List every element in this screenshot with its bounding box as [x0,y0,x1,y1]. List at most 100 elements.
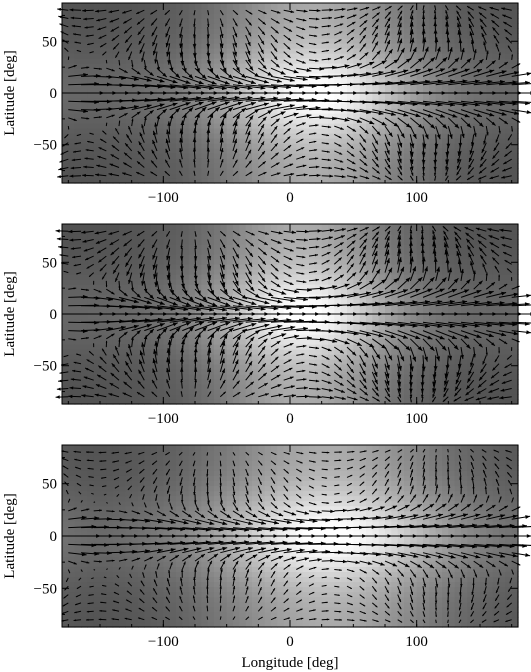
heatmap-cell [144,384,152,390]
heatmap-cell [252,58,259,64]
heatmap-cell [150,148,158,154]
heatmap-cell [302,143,310,149]
heatmap-cell [404,63,411,69]
heatmap-cell [366,63,373,69]
heatmap-cell [277,8,285,14]
heatmap-cell [302,374,310,380]
heatmap-cell [511,173,519,179]
heatmap-cell [480,43,487,49]
heatmap-cell [258,339,266,345]
heatmap-cell [131,349,139,355]
heatmap-cell [112,93,120,99]
heatmap-cell [499,359,506,365]
heatmap-cell [81,299,88,305]
heatmap-cell [169,8,177,14]
heatmap-cell [157,168,164,174]
heatmap-cell [207,123,215,129]
wind-arrow [164,9,171,16]
heatmap-cell [511,33,519,39]
heatmap-cell [404,33,411,39]
wind-arrow [384,109,409,117]
heatmap-cell [340,98,348,104]
heatmap-cell [340,33,348,39]
heatmap-cell [258,173,266,179]
heatmap-cell [429,63,437,69]
heatmap-cell [328,138,335,144]
wind-arrow [141,51,145,62]
heatmap-cell [442,143,449,149]
heatmap-cell [404,93,411,99]
heatmap-cell [157,339,164,345]
heatmap-cell [93,23,101,29]
heatmap-cell [62,374,69,380]
heatmap-cell [138,93,145,99]
heatmap-cell [328,369,335,375]
heatmap-cell [169,53,177,59]
heatmap-cell [473,113,481,119]
heatmap-cell [144,344,152,350]
heatmap-cell [296,103,304,109]
heatmap-cell [150,168,158,174]
heatmap-cell [81,53,88,59]
heatmap-cell [245,103,253,109]
heatmap-cell [207,148,215,154]
wind-arrow [409,37,415,52]
heatmap-cell [87,294,95,300]
wind-arrow [334,64,350,69]
heatmap-cell [258,399,266,405]
heatmap-cell [423,138,430,144]
heatmap-cell [296,168,304,174]
heatmap-cell [486,98,494,104]
heatmap-cell [372,88,380,94]
wind-arrow [193,158,196,168]
heatmap-cell [416,394,424,400]
heatmap-cell [182,28,190,34]
heatmap-cell [157,58,164,64]
wind-arrow [70,166,82,170]
heatmap-cell [233,48,240,54]
heatmap-cell [245,158,253,164]
heatmap-cell [473,88,481,94]
heatmap-cell [157,73,164,79]
wind-arrow [270,162,280,168]
heatmap-cell [144,123,152,129]
heatmap-cell [125,173,133,179]
heatmap-cell [119,138,126,144]
wind-arrow [409,57,424,69]
wind-arrow [489,175,500,180]
heatmap-cell [302,118,310,124]
heatmap-cell [334,148,342,154]
heatmap-cell [321,349,329,355]
heatmap-cell [239,384,247,390]
heatmap-cell [87,88,95,94]
heatmap-cell [473,48,481,54]
heatmap-cell [359,384,367,390]
heatmap-cell [454,178,462,184]
heatmap-cell [100,394,107,400]
heatmap-cell [429,369,437,375]
heatmap-cell [467,33,475,39]
wind-arrow [141,124,145,135]
wind-arrow [232,159,238,168]
heatmap-cell [220,173,228,179]
heatmap-cell [277,133,285,139]
heatmap-cell [119,384,126,390]
wind-arrow [460,125,465,139]
heatmap-cell [448,28,456,34]
wind-arrow [334,56,344,61]
heatmap-cell [245,148,253,154]
heatmap-cell [309,359,316,365]
wind-arrow [283,9,295,14]
heatmap-cell [157,108,164,114]
heatmap-cell [435,3,443,9]
wind-arrow [150,18,158,26]
heatmap-cell [207,163,215,169]
heatmap-cell [385,118,392,124]
heatmap-cell [315,78,323,84]
wind-arrow [118,67,128,74]
wind-arrow [232,170,239,177]
heatmap-cell [435,359,443,365]
heatmap-cell [119,28,126,34]
heatmap-cell [410,153,418,159]
heatmap-cell [283,73,291,79]
